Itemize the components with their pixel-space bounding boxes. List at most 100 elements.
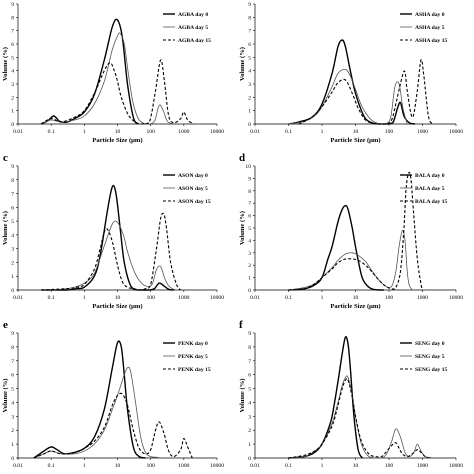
y-axis-label: Volume (%)	[239, 378, 246, 412]
chart-panel: 0 1 2 3 4 5 6 7 8 9 0.01 0.1 1 10 100 1000 10000 Particle…	[239, 2, 463, 144]
x-tick-label: 10000	[449, 463, 463, 469]
series-line	[41, 184, 174, 291]
y-tick-label: 9	[11, 164, 14, 170]
x-tick-label: 1	[83, 463, 86, 469]
series-line	[288, 68, 408, 125]
legend-label: PENK day 0	[178, 341, 208, 347]
y-tick-label: 5	[11, 55, 14, 61]
series-line	[288, 39, 416, 125]
series-line	[41, 220, 179, 291]
y-tick-label: 4	[248, 400, 251, 406]
y-tick-label: 8	[248, 345, 251, 351]
y-tick-label: 4	[11, 69, 14, 75]
y-tick-label: 6	[11, 373, 14, 379]
y-tick-label: 2	[11, 95, 14, 101]
y-axis-label: Volume (%)	[239, 211, 246, 245]
y-tick-label: 5	[248, 55, 251, 61]
y-tick-label: 3	[248, 414, 251, 420]
x-tick-label: 1000	[178, 295, 189, 301]
legend-label: ASON day 15	[178, 199, 211, 205]
x-tick-label: 10000	[210, 463, 224, 469]
chart-panel: 0 1 2 3 4 5 6 7 8 9 0.01 0.1 1 10 100 1000 10000 Particle…	[2, 2, 224, 144]
legend-label: ASHA day 5	[415, 25, 445, 31]
legend-label: AGBA day 5	[178, 25, 208, 31]
y-tick-label: 3	[11, 82, 14, 88]
legend-label: ASON day 0	[178, 173, 208, 179]
chart-panel: 0 1 2 3 4 5 6 7 8 9 10 0.01 0.1 1 10 100 1000 10000 Partic…	[239, 152, 463, 310]
y-tick-label: 9	[248, 176, 251, 182]
y-tick-label: 8	[248, 15, 251, 21]
legend-label: PENK day 5	[178, 354, 208, 360]
y-axis-label: Volume (%)	[2, 211, 9, 245]
x-axis-label: Particle Size (μm)	[92, 303, 142, 310]
x-tick-label: 0.01	[250, 129, 260, 135]
series-line	[40, 59, 195, 125]
y-tick-label: 9	[11, 2, 14, 8]
x-tick-label: 10	[115, 129, 121, 135]
panel-letter: c	[3, 152, 8, 164]
legend-label: BALA day 15	[415, 199, 448, 205]
y-tick-label: 4	[11, 400, 14, 406]
y-tick-label: 7	[11, 29, 14, 35]
panel-letter: e	[3, 319, 8, 331]
y-tick-label: 6	[248, 373, 251, 379]
x-tick-label: 100	[385, 463, 394, 469]
panel-letter: f	[239, 319, 243, 331]
y-tick-label: 3	[11, 247, 14, 253]
y-tick-label: 4	[248, 69, 251, 75]
series-line	[288, 336, 363, 459]
series-line	[288, 229, 413, 291]
y-tick-label: 8	[11, 15, 14, 21]
x-tick-label: 10	[353, 129, 359, 135]
x-axis-label: Particle Size (μm)	[330, 137, 380, 144]
series-line	[40, 18, 139, 125]
x-tick-label: 10	[115, 295, 121, 301]
x-tick-label: 1000	[417, 295, 428, 301]
x-tick-label: 1000	[417, 129, 428, 135]
y-tick-label: 1	[248, 109, 251, 115]
legend-label: BALA day 5	[415, 186, 445, 192]
y-tick-label: 7	[248, 359, 251, 365]
y-tick-label: 0	[248, 456, 251, 462]
y-tick-label: 5	[11, 219, 14, 225]
y-axis-label: Volume (%)	[239, 47, 246, 81]
x-tick-label: 10000	[210, 129, 224, 135]
y-tick-label: 6	[248, 214, 251, 220]
y-axis-label: Volume (%)	[2, 378, 9, 412]
legend-label: SENG day 5	[415, 354, 445, 360]
legend-label: BALA day 0	[415, 173, 445, 179]
y-tick-label: 2	[11, 428, 14, 434]
y-tick-label: 5	[248, 387, 251, 393]
y-tick-label: 0	[11, 288, 14, 294]
y-tick-label: 1	[11, 109, 14, 115]
chart-panel: 0 1 2 3 4 5 6 7 8 9 0.01 0.1 1 10 100 1000 10000 Volume (…	[239, 319, 463, 469]
y-tick-label: 3	[248, 251, 251, 257]
x-tick-label: 100	[385, 129, 394, 135]
y-tick-label: 0	[11, 456, 14, 462]
y-tick-label: 0	[248, 122, 251, 128]
legend-label: SENG day 0	[415, 341, 445, 347]
series-line	[33, 392, 193, 459]
chart-panel: 0 1 2 3 4 5 6 7 8 9 0.01 0.1 1 10 100 1000 10000 Volume (…	[2, 319, 224, 469]
y-tick-label: 3	[11, 414, 14, 420]
series-line	[298, 59, 434, 125]
series-line	[288, 378, 429, 459]
y-tick-label: 4	[248, 238, 251, 244]
y-tick-label: 4	[11, 233, 14, 239]
y-tick-label: 9	[248, 331, 251, 337]
series-line	[33, 366, 161, 459]
y-tick-label: 6	[248, 42, 251, 48]
y-tick-label: 6	[11, 205, 14, 211]
x-tick-label: 1	[83, 295, 86, 301]
x-tick-label: 0.1	[285, 129, 292, 135]
y-tick-label: 6	[11, 42, 14, 48]
y-tick-label: 8	[11, 345, 14, 351]
series-line	[288, 204, 384, 291]
x-tick-label: 0.1	[48, 463, 55, 469]
x-tick-label: 10	[353, 463, 359, 469]
x-tick-label: 10000	[449, 295, 463, 301]
x-tick-label: 1	[321, 463, 324, 469]
x-tick-label: 0.1	[48, 295, 55, 301]
y-tick-label: 2	[248, 263, 251, 269]
y-tick-label: 7	[248, 201, 251, 207]
